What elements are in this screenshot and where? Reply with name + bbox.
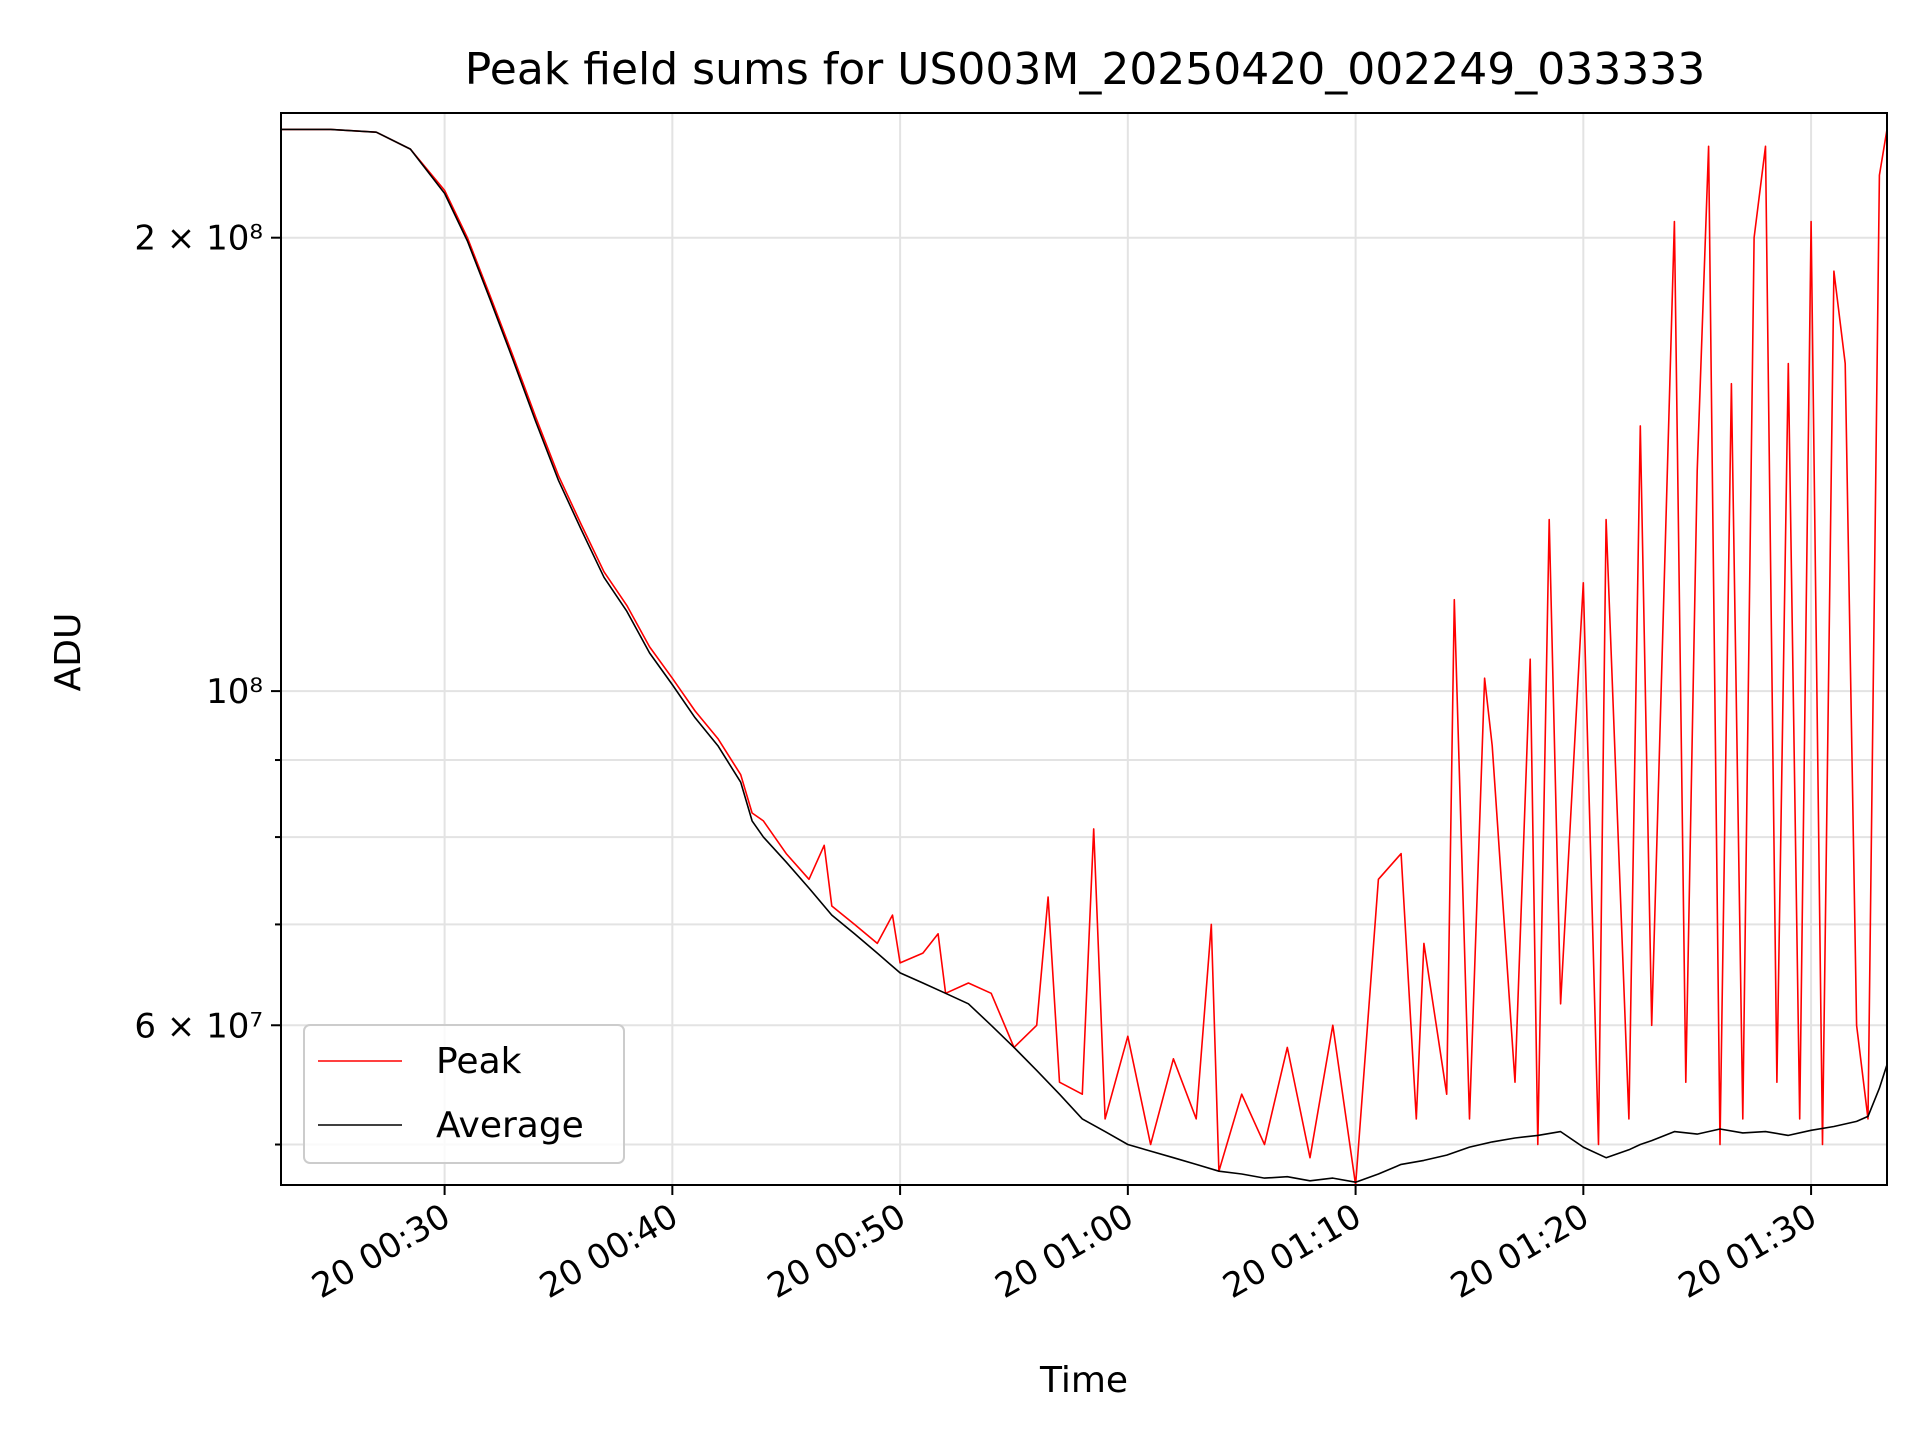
chart-title: Peak field sums for US003M_20250420_0022…: [465, 44, 1705, 95]
series-line-average: [281, 128, 1888, 1183]
y-axis-label: ADU: [48, 613, 89, 692]
y-tick-label: 10⁸: [206, 672, 263, 712]
legend-label-average: Average: [436, 1105, 584, 1146]
y-tick-label: 2 × 10⁸: [134, 219, 263, 259]
y-tick-label: 6 × 10⁷: [134, 1006, 263, 1046]
y-axis: 6 × 10⁷ 10⁸ 2 × 10⁸: [134, 219, 281, 1146]
series-line-peak: [281, 128, 1888, 1186]
x-axis-label: Time: [1039, 1360, 1128, 1401]
plot-frame: [280, 112, 1888, 1186]
legend: Peak Average: [303, 1024, 625, 1164]
legend-label-peak: Peak: [436, 1041, 522, 1082]
legend-frame: [303, 1024, 625, 1164]
series-layer: [281, 128, 1888, 1186]
